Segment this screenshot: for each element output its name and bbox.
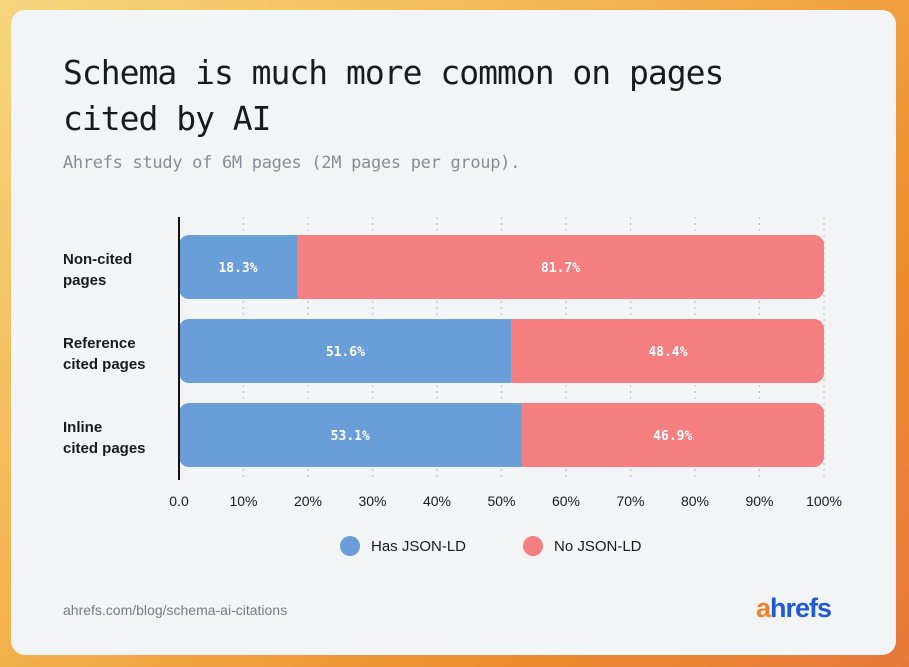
legend-swatch bbox=[523, 536, 543, 556]
legend-label: Has JSON-LD bbox=[371, 538, 466, 555]
category-label: Reference bbox=[63, 335, 136, 352]
chart-card: Schema is much more common on pages cite… bbox=[11, 10, 896, 655]
logo-text: hrefs bbox=[770, 593, 832, 623]
chart-title: Schema is much more common on pages cite… bbox=[63, 53, 724, 138]
bar-segment bbox=[521, 403, 824, 467]
x-tick-label: 10% bbox=[229, 493, 257, 509]
bar-segment bbox=[179, 319, 512, 383]
x-tick-label: 30% bbox=[358, 493, 386, 509]
category-label: Non-cited bbox=[63, 251, 132, 268]
data-label: 48.4% bbox=[648, 345, 687, 360]
data-label: 81.7% bbox=[541, 261, 580, 276]
category-label: cited pages bbox=[63, 356, 146, 373]
stacked-bar-chart: 18.3% 81.7% Non-cited pages 51.6% 48.4% Refere… bbox=[63, 217, 842, 556]
x-tick-label: 0.0 bbox=[169, 493, 189, 509]
x-tick-label: 70% bbox=[616, 493, 644, 509]
category-label: Inline bbox=[63, 419, 102, 436]
legend-swatch bbox=[340, 536, 360, 556]
ahrefs-logo: ahrefs bbox=[756, 593, 832, 624]
x-tick-label: 20% bbox=[294, 493, 322, 509]
category-label: pages bbox=[63, 272, 106, 289]
data-label: 18.3% bbox=[218, 261, 257, 276]
data-label: 51.6% bbox=[326, 345, 365, 360]
source-url: ahrefs.com/blog/schema-ai-citations bbox=[63, 602, 288, 618]
x-tick-label: 60% bbox=[552, 493, 580, 509]
bar-segment bbox=[179, 403, 522, 467]
legend-label: No JSON-LD bbox=[554, 538, 642, 555]
data-label: 53.1% bbox=[331, 429, 370, 444]
x-tick-label: 80% bbox=[681, 493, 709, 509]
bar-segment bbox=[511, 319, 824, 383]
logo-accent-letter: a bbox=[756, 593, 771, 623]
x-tick-label: 50% bbox=[487, 493, 515, 509]
x-tick-label: 40% bbox=[423, 493, 451, 509]
bar-segment bbox=[297, 235, 824, 299]
category-label: cited pages bbox=[63, 440, 146, 457]
data-label: 46.9% bbox=[653, 429, 692, 444]
chart-subtitle: Ahrefs study of 6M pages (2M pages per g… bbox=[63, 153, 521, 173]
x-tick-label: 90% bbox=[745, 493, 773, 509]
x-tick-label: 100% bbox=[806, 493, 842, 509]
bar-segment bbox=[179, 235, 298, 299]
